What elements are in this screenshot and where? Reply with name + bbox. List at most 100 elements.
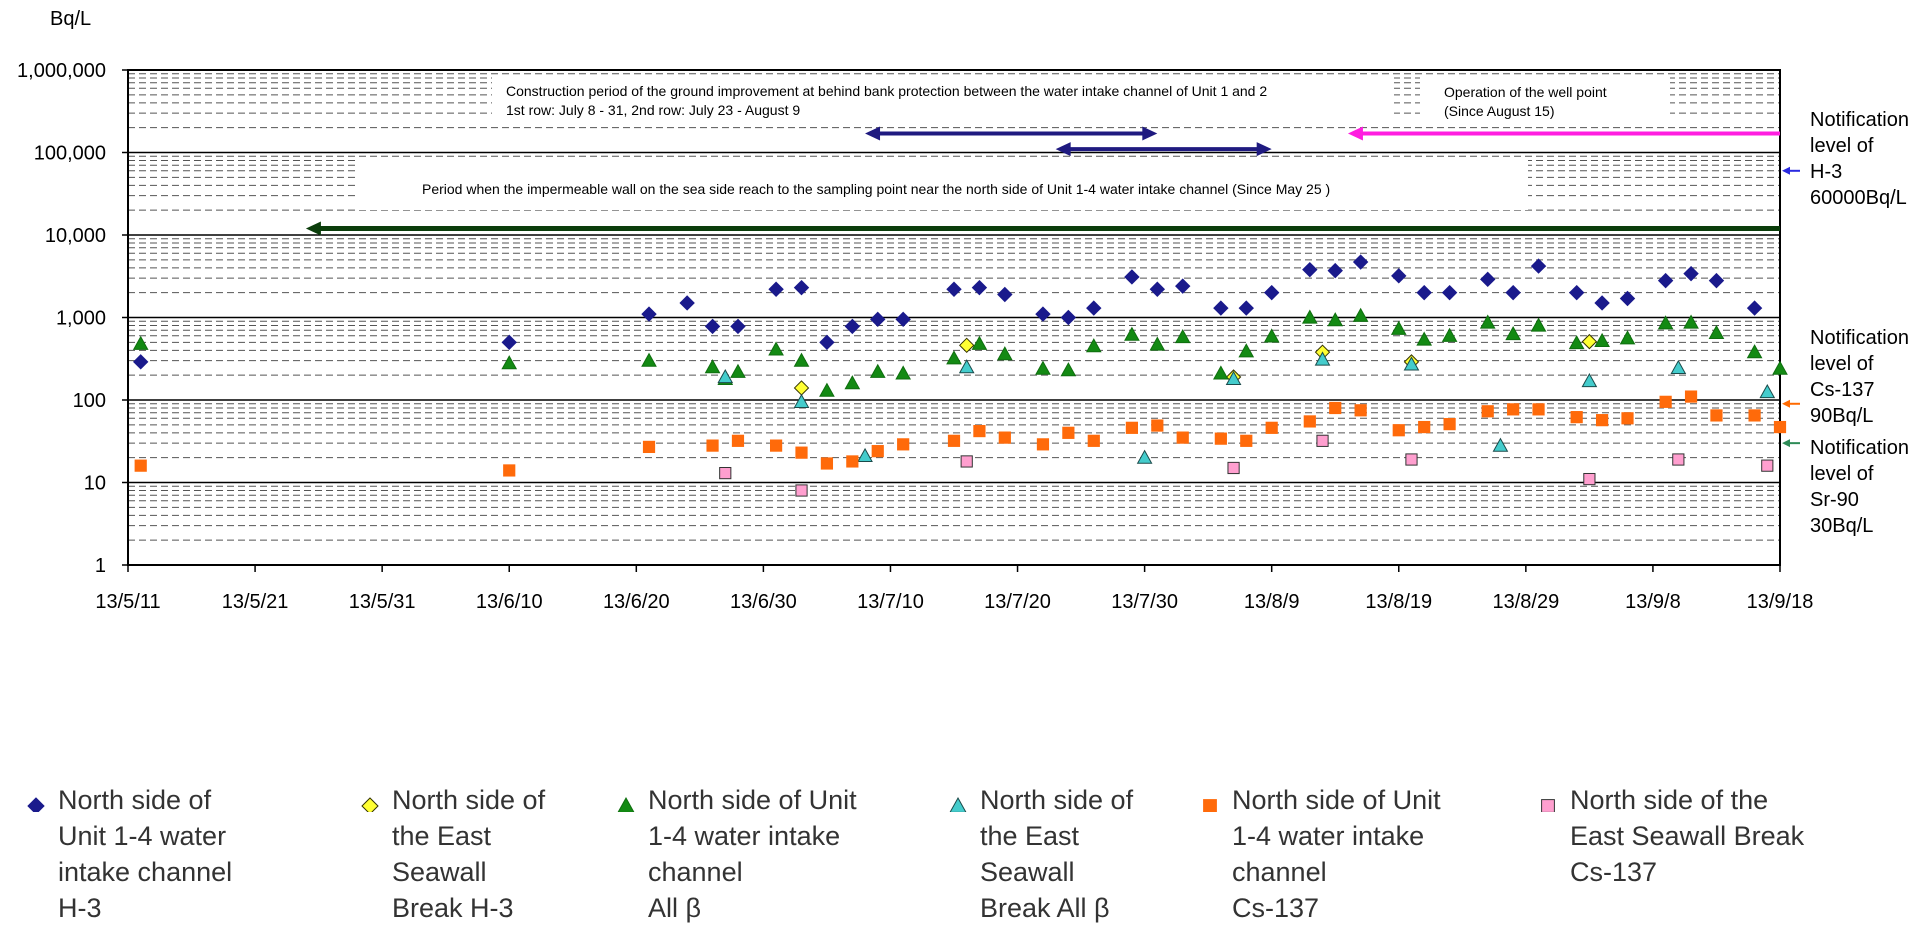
data-point (1391, 268, 1407, 284)
data-point (1672, 453, 1685, 466)
legend-label: North side of Unit 1-4 water intake chan… (1232, 785, 1441, 923)
data-point (1149, 281, 1166, 297)
data-point (1238, 343, 1255, 358)
legend-label: North side of the East Seawall Break All… (980, 785, 1134, 923)
data-point (1761, 459, 1774, 472)
data-point (1352, 307, 1369, 322)
legend-marker-shape (949, 796, 967, 812)
x-tick-label: 13/6/30 (730, 591, 797, 613)
data-point (501, 334, 517, 351)
data-point (795, 446, 808, 459)
data-point (1354, 404, 1367, 417)
notification-label-line: Notification (1810, 437, 1909, 459)
data-point (1301, 309, 1318, 324)
wall-annotation-box (358, 160, 1528, 210)
notification-arrow-head (1782, 399, 1790, 408)
data-point (869, 363, 886, 378)
data-point (730, 363, 746, 378)
data-point (895, 365, 912, 380)
data-point (795, 484, 808, 497)
data-point (1748, 409, 1761, 422)
plot-grid (128, 69, 1780, 566)
data-point (1302, 261, 1318, 278)
data-point (134, 459, 147, 472)
data-point (997, 286, 1013, 303)
series-2 (132, 307, 1788, 397)
data-point (1263, 284, 1280, 301)
data-point (857, 447, 873, 463)
data-point (1238, 300, 1254, 316)
notification-arrow-head (1782, 166, 1790, 175)
y-tick-label: 1,000 (56, 308, 106, 330)
data-point (679, 295, 695, 311)
data-point (1570, 411, 1583, 424)
data-point (731, 434, 745, 447)
data-point (1060, 362, 1077, 377)
data-point (1507, 403, 1520, 416)
notification-label-line: 30Bq/L (1810, 515, 1873, 537)
data-point (1773, 420, 1787, 434)
data-point (1481, 405, 1494, 418)
legend-marker-triangle-icon (617, 796, 635, 812)
data-point (1657, 272, 1674, 289)
data-point (1659, 395, 1672, 408)
data-point (1124, 269, 1140, 285)
data-point (973, 424, 986, 438)
data-point (1392, 424, 1405, 437)
data-point (947, 434, 961, 447)
series-0 (133, 254, 1763, 370)
y-tick-label: 10,000 (45, 225, 106, 247)
notification-label-line: level of (1810, 353, 1874, 375)
data-point (1176, 431, 1189, 444)
x-tick-label: 13/9/8 (1625, 591, 1681, 613)
data-point (1416, 284, 1432, 301)
data-point (1087, 434, 1100, 447)
x-tick-label: 13/8/19 (1365, 591, 1432, 613)
data-point (1443, 418, 1456, 431)
data-point (1684, 390, 1698, 403)
arrow-head-left (1347, 126, 1363, 141)
x-tick-label: 13/5/21 (222, 591, 289, 613)
legend-marker-shape (1203, 799, 1217, 812)
data-point (641, 352, 657, 367)
data-point (846, 455, 859, 468)
data-point (793, 279, 810, 296)
y-unit-label: Bq/L (50, 8, 91, 30)
data-point (1621, 412, 1634, 425)
data-point (704, 359, 721, 374)
data-point (819, 382, 835, 397)
notification-label-line: Notification (1810, 109, 1909, 131)
data-point (1581, 333, 1598, 350)
data-point (1746, 344, 1763, 359)
data-point (1583, 472, 1596, 486)
data-point (1594, 332, 1610, 348)
legend-marker-shape (617, 796, 635, 812)
notification-label-line: level of (1810, 135, 1874, 157)
data-point (1263, 328, 1280, 343)
series-5 (719, 434, 1774, 497)
data-point (1327, 262, 1343, 279)
wellpoint-annotation-line1: Operation of the well point (1444, 84, 1607, 100)
data-point (1441, 284, 1458, 301)
legend: North side of Unit 1-4 water intake chan… (0, 782, 1930, 923)
data-point (1530, 258, 1547, 274)
data-point (1594, 295, 1610, 311)
notification-2: Notification level of Sr-90 30Bq/L (1782, 437, 1909, 537)
y-tick-label: 1 (95, 555, 106, 577)
data-point (1532, 403, 1545, 416)
data-point (844, 318, 861, 335)
data-point (1151, 419, 1164, 432)
data-point (1568, 335, 1585, 350)
data-point (1403, 356, 1420, 371)
data-point (768, 341, 784, 356)
arrow-head-left (1055, 142, 1071, 157)
data-point (895, 311, 911, 328)
data-point (1418, 420, 1431, 434)
legend-label: North side of the East Seawall Break Cs-… (1570, 785, 1805, 887)
data-point (897, 438, 910, 451)
data-point (1492, 437, 1509, 452)
data-point (1240, 434, 1253, 447)
data-point (958, 359, 975, 374)
data-point (1505, 284, 1521, 301)
